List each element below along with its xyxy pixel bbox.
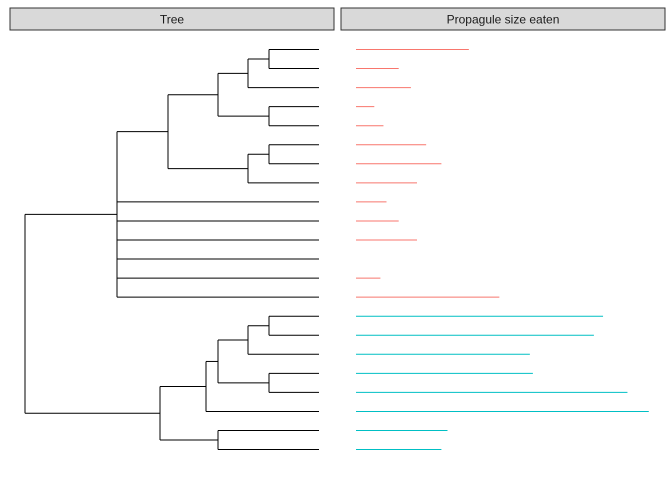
tree-strip [9, 7, 335, 31]
size-strip-label: Propagule size eaten [447, 13, 560, 27]
size-strip [340, 7, 666, 31]
tree-panel: Tree [9, 7, 335, 451]
tree-strip-label: Tree [160, 13, 185, 27]
size-bars [356, 49, 649, 451]
size-panel: Propagule size eaten [340, 7, 666, 451]
tree-lines [24, 49, 319, 451]
